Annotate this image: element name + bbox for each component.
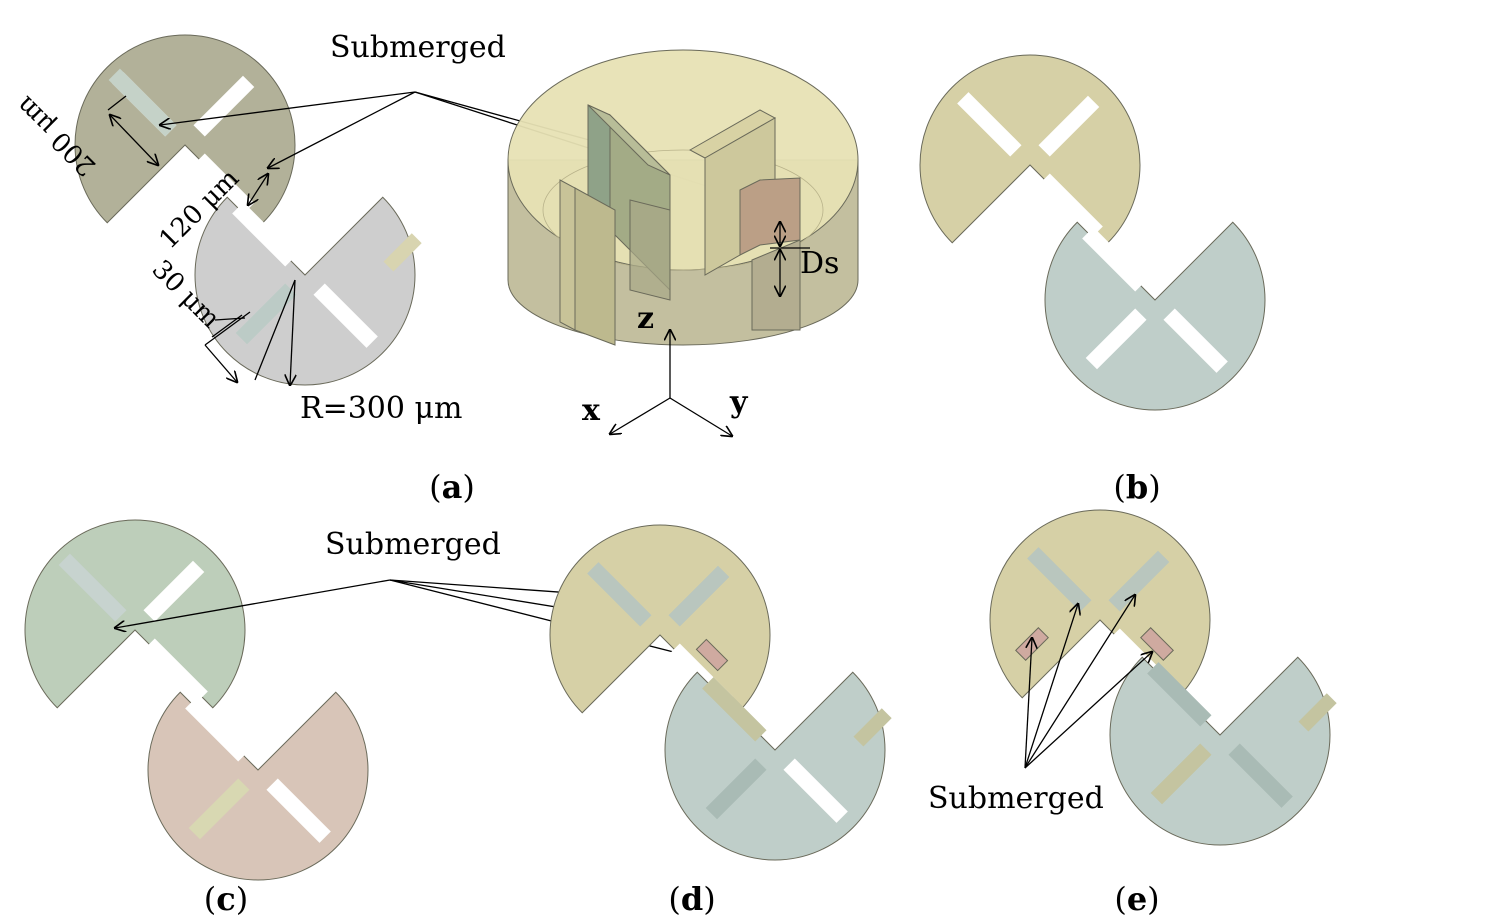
axes [610, 330, 732, 436]
resonator-d-bottom [618, 593, 932, 907]
submerged-slot [235, 283, 297, 345]
resonator-c-top [0, 473, 292, 787]
ds-label: Ds [800, 246, 839, 281]
panel-a-resonators [28, 0, 462, 432]
panel-label-e: (e) [1114, 880, 1159, 918]
resonator-a-bottom [148, 118, 462, 432]
panel-b [873, 8, 1312, 457]
submerged-arrows-e [1024, 595, 1152, 769]
panel-label-d: (d) [668, 880, 715, 918]
radius-label: R=300 μm [300, 391, 462, 426]
slot [232, 202, 297, 267]
slot [193, 153, 255, 215]
axis-y-label: y [729, 385, 749, 420]
cylinder-3d [507, 49, 859, 346]
resonator-e-bottom [1063, 578, 1377, 892]
submerged-label-a: Submerged [330, 30, 506, 65]
submerged-label-e: Submerged [928, 781, 1104, 816]
resonator-c-bottom [101, 613, 415, 922]
panel-c [0, 473, 415, 922]
panel-label-c: (c) [204, 880, 248, 918]
slot [193, 75, 255, 137]
axis-x-label: x [582, 393, 601, 428]
panel-a-dimensions [107, 95, 295, 385]
submerged-slot [383, 233, 422, 272]
slot [313, 283, 378, 348]
resonator-b-top [873, 8, 1187, 322]
resonator-b-bottom [998, 143, 1312, 457]
panel-label-a: (a) [429, 468, 475, 506]
ds-dimension [770, 222, 810, 296]
submerged-label-c: Submerged [325, 527, 501, 562]
axis-z-label: z [637, 301, 654, 336]
panel-d [503, 478, 932, 907]
panel-label-b: (b) [1113, 468, 1160, 506]
panel-e [943, 463, 1377, 892]
